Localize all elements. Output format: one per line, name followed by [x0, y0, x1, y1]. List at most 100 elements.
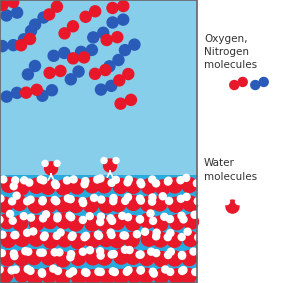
Circle shape — [164, 178, 171, 185]
Circle shape — [21, 177, 28, 184]
Circle shape — [99, 231, 114, 246]
Circle shape — [159, 193, 166, 200]
Circle shape — [29, 231, 44, 246]
Circle shape — [134, 231, 140, 238]
Circle shape — [27, 267, 34, 274]
Circle shape — [0, 195, 4, 202]
Circle shape — [86, 247, 94, 254]
Circle shape — [91, 194, 98, 201]
Circle shape — [73, 66, 84, 77]
Circle shape — [0, 250, 5, 257]
Circle shape — [120, 232, 127, 239]
Circle shape — [149, 176, 156, 183]
Circle shape — [28, 214, 34, 221]
Circle shape — [0, 214, 15, 229]
Circle shape — [224, 199, 230, 205]
Circle shape — [37, 90, 48, 101]
Circle shape — [82, 232, 89, 239]
Circle shape — [41, 198, 56, 213]
Circle shape — [15, 231, 30, 246]
Circle shape — [56, 180, 71, 195]
Circle shape — [166, 198, 172, 204]
Circle shape — [82, 178, 89, 185]
Circle shape — [162, 266, 169, 273]
Circle shape — [107, 215, 114, 222]
Circle shape — [107, 17, 118, 28]
Circle shape — [85, 178, 100, 193]
Circle shape — [44, 9, 55, 20]
Circle shape — [39, 198, 46, 205]
Circle shape — [112, 176, 119, 183]
Circle shape — [119, 212, 126, 219]
Circle shape — [1, 10, 12, 21]
Circle shape — [137, 197, 144, 204]
Circle shape — [7, 211, 14, 217]
Circle shape — [43, 233, 58, 248]
Circle shape — [85, 216, 100, 231]
Circle shape — [251, 81, 260, 89]
Circle shape — [65, 74, 76, 85]
Circle shape — [238, 78, 247, 86]
Circle shape — [29, 61, 40, 72]
Circle shape — [124, 214, 131, 221]
Circle shape — [9, 198, 16, 205]
Bar — [0, 0, 196, 283]
Circle shape — [190, 248, 197, 255]
Circle shape — [167, 248, 174, 255]
Circle shape — [126, 246, 133, 254]
Circle shape — [170, 215, 185, 230]
Circle shape — [42, 268, 57, 283]
Circle shape — [8, 0, 19, 8]
Bar — [0, 0, 196, 175]
Circle shape — [148, 198, 155, 205]
Circle shape — [26, 25, 37, 37]
Circle shape — [67, 254, 74, 261]
Circle shape — [54, 213, 61, 220]
Circle shape — [24, 198, 31, 205]
Circle shape — [68, 198, 83, 213]
Circle shape — [22, 69, 33, 80]
Circle shape — [125, 216, 140, 231]
Circle shape — [152, 196, 167, 211]
Circle shape — [125, 267, 132, 274]
Circle shape — [68, 214, 75, 221]
Circle shape — [236, 199, 242, 205]
Circle shape — [56, 249, 63, 256]
Circle shape — [137, 267, 144, 274]
Circle shape — [110, 198, 117, 205]
Circle shape — [0, 40, 8, 52]
Circle shape — [169, 269, 184, 283]
Circle shape — [52, 180, 58, 187]
Circle shape — [149, 194, 156, 201]
Circle shape — [8, 40, 19, 51]
Circle shape — [129, 39, 140, 50]
Circle shape — [110, 215, 125, 230]
Circle shape — [44, 67, 55, 78]
Circle shape — [79, 216, 86, 224]
Circle shape — [115, 98, 126, 109]
Circle shape — [1, 91, 12, 102]
Circle shape — [167, 251, 182, 266]
Circle shape — [151, 270, 158, 277]
Circle shape — [28, 198, 43, 213]
Circle shape — [97, 252, 104, 259]
Circle shape — [66, 270, 73, 277]
Circle shape — [107, 3, 118, 14]
Circle shape — [48, 50, 59, 61]
Circle shape — [123, 68, 134, 80]
Circle shape — [113, 179, 128, 194]
Circle shape — [90, 6, 101, 17]
Circle shape — [183, 193, 190, 200]
Circle shape — [86, 213, 93, 220]
Circle shape — [180, 216, 187, 223]
Circle shape — [40, 215, 46, 222]
Circle shape — [167, 232, 182, 247]
Circle shape — [22, 248, 29, 255]
Circle shape — [136, 195, 143, 202]
Circle shape — [85, 233, 100, 248]
Circle shape — [68, 53, 79, 64]
Circle shape — [141, 231, 156, 246]
Circle shape — [88, 32, 99, 43]
Circle shape — [178, 267, 186, 275]
Circle shape — [56, 214, 71, 229]
